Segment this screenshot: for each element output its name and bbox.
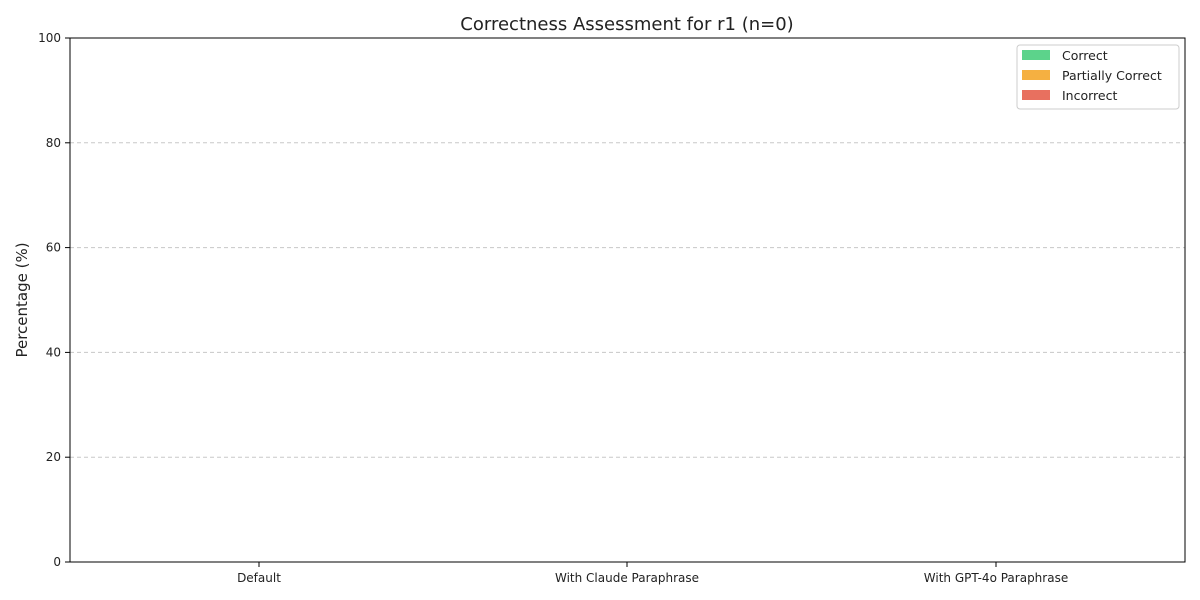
legend-label: Correct [1062,48,1108,63]
legend-swatch [1022,70,1050,80]
y-tick-label: 100 [38,31,61,45]
y-axis-ticks: 0 20 40 60 80 100 [38,31,70,569]
x-axis-ticks: Default With Claude Paraphrase With GPT-4o… [237,562,1068,585]
legend-swatch [1022,90,1050,100]
legend-box [1016,44,1180,110]
legend-label: Incorrect [1062,88,1117,103]
x-tick-label: With GPT-4o Paraphrase [924,571,1068,585]
y-axis-label: Percentage (%) [13,242,31,357]
legend-label: Partially Correct [1062,68,1162,83]
y-tick-label: 20 [46,450,61,464]
chart-title: Correctness Assessment for r1 (n=0) [460,14,793,35]
x-tick-label: Default [237,571,281,585]
y-tick-label: 40 [46,345,61,359]
y-tick-label: 80 [46,136,61,150]
legend: Correct Partially Correct Incorrect [1016,44,1180,110]
legend-swatch [1022,50,1050,60]
y-tick-label: 0 [53,555,61,569]
plot-area-frame [69,37,1186,563]
y-tick-label: 60 [46,241,61,255]
grid-lines [70,142,1185,458]
x-tick-label: With Claude Paraphrase [555,571,699,585]
